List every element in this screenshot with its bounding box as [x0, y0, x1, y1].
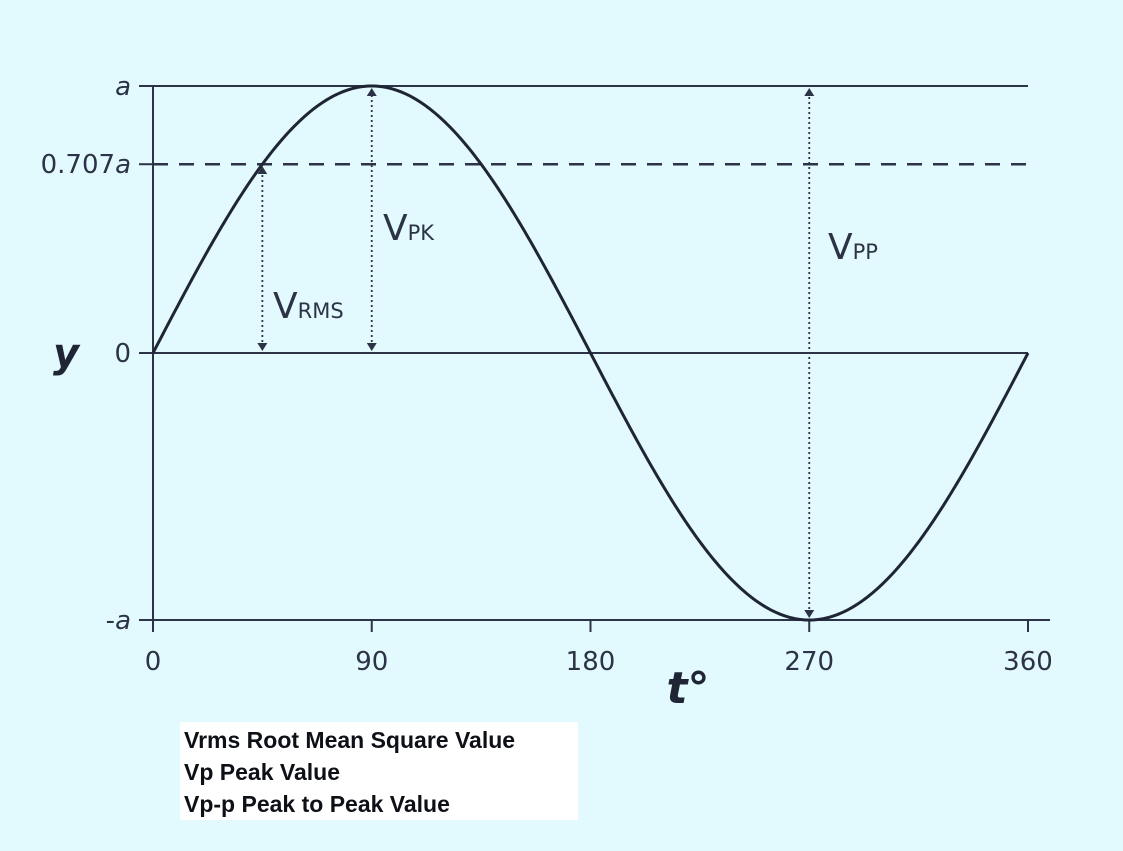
- vrms-label: VRMS: [273, 286, 344, 327]
- legend-box: Vrms Root Mean Square Value Vp Peak Valu…: [180, 722, 578, 820]
- vpk-label: VPK: [383, 208, 435, 249]
- sine-curve: [151, 84, 1030, 622]
- y-tick-label: 0: [114, 339, 131, 369]
- x-tick-label: 0: [145, 647, 162, 677]
- y-tick-label: a: [115, 72, 131, 102]
- annotations: [257, 88, 815, 618]
- legend-item-vrms: Vrms Root Mean Square Value: [184, 727, 516, 753]
- legend-item-vpp: Vp-p Peak to Peak Value: [184, 791, 450, 817]
- x-tick-label: 180: [566, 647, 616, 677]
- legend-item-vp: Vp Peak Value: [184, 759, 340, 785]
- x-tick-label: 90: [355, 647, 388, 677]
- y-tick-label: 0.707a: [41, 150, 131, 180]
- x-axis-label: t°: [666, 663, 709, 714]
- x-tick-label: 360: [1003, 647, 1053, 677]
- vpp-label: VPP: [828, 227, 878, 268]
- labels: 0 90 180 270 360 a 0.707a 0 -a VRMS VPK VPP y t°: [41, 72, 1053, 714]
- curve-layer: [151, 84, 1030, 622]
- y-tick-label: -a: [106, 606, 131, 636]
- x-tick-label: 270: [784, 647, 834, 677]
- y-axis-label: y: [53, 331, 81, 377]
